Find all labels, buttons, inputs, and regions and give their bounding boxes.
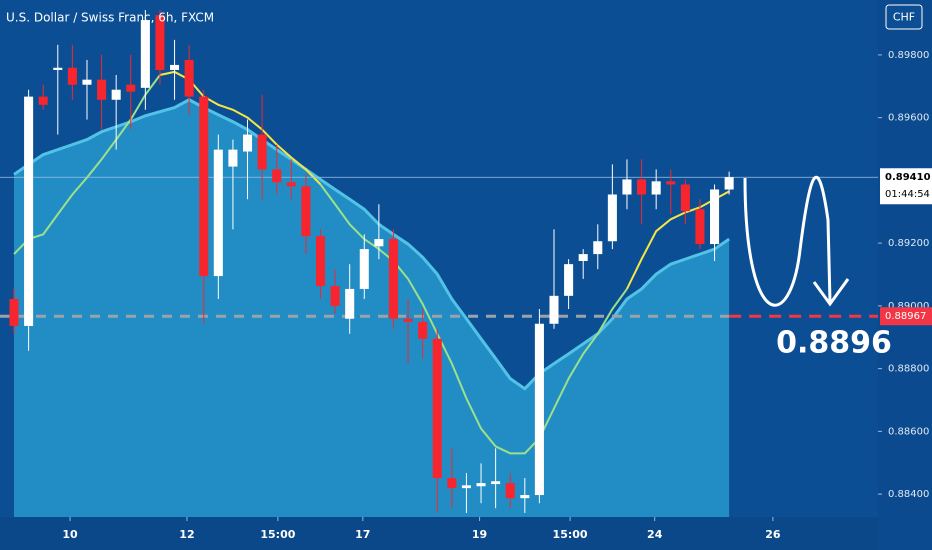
candle-body xyxy=(213,149,223,277)
candle-body xyxy=(432,338,442,479)
candle-body xyxy=(38,96,48,105)
candle-body xyxy=(403,318,413,322)
y-tick-label: 0.88800 xyxy=(888,364,929,375)
candle-body xyxy=(184,59,194,97)
candle-body xyxy=(111,89,121,100)
candle-body xyxy=(461,485,471,489)
candle-body xyxy=(330,286,340,306)
price-axis-bg xyxy=(878,0,932,550)
x-tick-label: 12 xyxy=(179,528,194,541)
countdown: 01:44:54 xyxy=(885,189,930,200)
level-box xyxy=(880,307,932,326)
y-tick-label: 0.89600 xyxy=(888,113,929,124)
level-label: 0.88967 xyxy=(885,311,926,322)
y-tick-label: 0.89200 xyxy=(888,238,929,249)
candle-body xyxy=(140,20,150,88)
candle-body xyxy=(315,236,326,287)
x-tick-label: 17 xyxy=(355,528,370,541)
x-tick-label: 26 xyxy=(765,528,781,541)
candle-body xyxy=(199,96,209,277)
last-price-label: 0.89410 xyxy=(885,172,931,183)
y-tick-label: 0.88400 xyxy=(888,489,929,500)
axes: 0.89800 0.89600 0.89200 0.89000 0.88800 0.886… xyxy=(62,50,932,541)
candle-body xyxy=(534,323,544,496)
currency-button[interactable] xyxy=(885,4,923,30)
candle-body xyxy=(272,169,282,183)
candle-body xyxy=(359,249,369,289)
candle-body xyxy=(374,239,384,247)
candle-body xyxy=(228,149,238,167)
candle-body xyxy=(170,64,180,70)
candle-body xyxy=(286,182,296,187)
candle-body xyxy=(666,181,676,185)
candle-body xyxy=(82,79,92,85)
candle-body xyxy=(549,295,559,324)
x-tick-label: 15:00 xyxy=(260,528,295,541)
candle-body xyxy=(564,264,574,296)
candle-body xyxy=(345,288,355,319)
y-tick-label: 0.89000 xyxy=(888,301,929,312)
candle-body xyxy=(67,67,77,85)
candle-body xyxy=(9,298,19,326)
y-tick-label: 0.88600 xyxy=(888,426,929,437)
candle-body xyxy=(680,184,690,212)
band-line xyxy=(13,98,730,391)
candle-body xyxy=(24,96,34,326)
candle-body xyxy=(622,179,632,195)
band-fill xyxy=(14,99,730,517)
arrow-head xyxy=(812,278,850,307)
candle-body xyxy=(505,483,515,499)
x-tick-label: 24 xyxy=(647,528,663,541)
plot-area xyxy=(0,10,878,517)
y-tick-label: 0.89800 xyxy=(888,50,929,61)
x-tick-label: 15:00 xyxy=(553,528,588,541)
candle-body xyxy=(155,15,165,70)
candle-body xyxy=(491,481,501,485)
candle-body xyxy=(97,79,107,100)
candle-body xyxy=(520,495,530,499)
drawn-arrow xyxy=(743,175,832,307)
candle-body xyxy=(695,209,705,245)
target-annotation: 0.8896 xyxy=(776,326,892,361)
chart-title: U.S. Dollar / Swiss Franc, 6h, FXCM xyxy=(6,11,214,25)
candle-body xyxy=(651,181,661,195)
x-tick-label: 10 xyxy=(62,528,78,541)
candle-body xyxy=(476,483,486,487)
x-tick-label: 19 xyxy=(472,528,487,541)
candle-body xyxy=(724,177,734,190)
last-price-box xyxy=(880,168,932,205)
candle-body xyxy=(593,241,603,255)
candle-body xyxy=(710,189,720,245)
candle-body xyxy=(301,186,311,237)
indicator-line xyxy=(319,183,628,455)
candle-body xyxy=(447,478,457,489)
candle-body xyxy=(53,67,63,70)
currency-label[interactable]: CHF xyxy=(893,11,915,24)
candle-body xyxy=(242,134,253,152)
candle-body xyxy=(418,321,428,339)
candle-body xyxy=(578,254,588,262)
candle-body xyxy=(607,194,617,242)
candle-body xyxy=(637,179,647,195)
time-axis-bg xyxy=(0,517,878,550)
candle-body xyxy=(126,84,136,92)
candle-body xyxy=(388,239,398,319)
candle-body xyxy=(257,134,267,170)
